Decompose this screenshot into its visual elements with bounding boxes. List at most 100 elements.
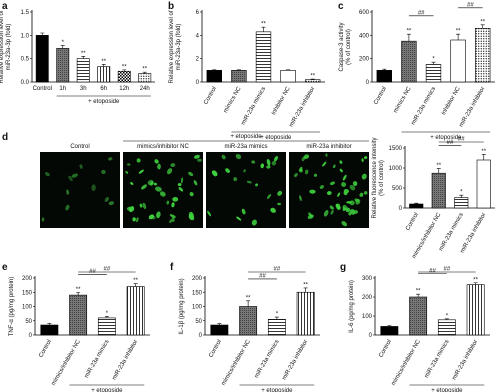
bracket-label: ## — [467, 2, 474, 8]
y-tick-label: 0 — [399, 206, 403, 212]
error-bar — [406, 33, 411, 42]
cell — [193, 180, 198, 186]
error-bar — [122, 69, 127, 72]
cell — [274, 156, 278, 162]
significance-label: * — [460, 190, 463, 196]
cell — [188, 211, 194, 219]
y-tick-label: 0 — [29, 333, 33, 339]
group-label: + etoposide — [430, 135, 462, 141]
significance-label: * — [432, 57, 435, 63]
y-tick-label: 6 — [196, 10, 200, 16]
cell — [335, 203, 340, 208]
error-bar — [480, 24, 485, 29]
cell — [156, 211, 161, 219]
cell — [153, 182, 157, 186]
bar — [126, 286, 145, 336]
cell — [155, 186, 162, 192]
x-tick-label: mimics NC — [393, 85, 413, 114]
cell — [148, 214, 154, 220]
y-axis-label: Relative expression level of — [0, 10, 5, 83]
cell — [241, 208, 246, 215]
x-tick-label: mimics/inhibitor NC — [391, 338, 422, 386]
bar — [305, 79, 321, 83]
x-tick-label: mimics NC — [223, 85, 243, 114]
bar — [138, 73, 152, 83]
cell — [361, 173, 367, 180]
y-tick-label: 100 — [362, 314, 373, 320]
error-bar — [274, 316, 279, 320]
cell — [339, 160, 343, 164]
cell — [197, 158, 202, 162]
bar — [69, 294, 88, 336]
cell — [301, 156, 306, 162]
y-tick-label: 0 — [369, 333, 373, 339]
error-bar — [60, 45, 65, 49]
cell — [125, 171, 129, 174]
bar — [437, 319, 456, 336]
error-bar — [217, 323, 222, 326]
bar — [380, 326, 399, 336]
cell — [108, 157, 113, 161]
x-tick-label: miR-23a mimics — [84, 339, 111, 379]
cell — [79, 164, 83, 169]
cell — [361, 158, 364, 162]
cell — [329, 181, 336, 186]
cell — [349, 185, 356, 191]
bar — [56, 48, 70, 83]
significance-label: ** — [416, 289, 421, 295]
cell — [166, 200, 170, 205]
y-axis-label: (% of control) — [379, 160, 385, 196]
cell — [309, 189, 316, 194]
x-tick-label: miR-23a mimics — [438, 212, 465, 252]
cell — [349, 209, 356, 215]
group-label: + etoposide — [230, 134, 262, 140]
micrograph-label: mimics/inhibitor NC — [137, 144, 189, 150]
cell — [277, 190, 283, 196]
x-tick-label: miR-23a inhibitor — [451, 339, 479, 381]
x-tick-label: 6h — [100, 86, 107, 92]
cell — [339, 168, 343, 173]
x-tick-label: Control — [33, 86, 52, 92]
y-axis-label: Relative expression level of — [169, 10, 175, 83]
bar — [401, 40, 417, 83]
panel-letter: e — [2, 262, 8, 273]
y-tick-label: 300 — [362, 276, 373, 282]
significance-label: * — [446, 313, 449, 319]
panel-letter: a — [2, 1, 8, 12]
cell — [298, 168, 303, 173]
cell — [169, 219, 173, 223]
cell — [270, 207, 276, 213]
cell — [128, 206, 135, 213]
bar — [466, 284, 485, 336]
bracket-label: ## — [444, 267, 451, 273]
y-tick-label: 50 — [195, 319, 202, 325]
error-bar — [414, 202, 419, 204]
cell — [277, 202, 281, 206]
x-tick-label: miR-23a mimics — [241, 86, 268, 126]
cell — [211, 170, 218, 177]
y-tick-label: 1000 — [389, 166, 403, 172]
cell — [188, 171, 194, 177]
cell — [343, 188, 350, 194]
cell — [127, 163, 131, 166]
cell — [266, 159, 271, 166]
cell — [266, 165, 271, 169]
error-bar — [382, 68, 387, 71]
x-tick-label: Control — [373, 86, 388, 106]
cell — [41, 217, 45, 222]
bar — [476, 159, 491, 209]
bar — [454, 197, 469, 209]
cell — [154, 159, 159, 164]
bracket-label: ## — [274, 267, 281, 273]
cell — [157, 163, 161, 170]
significance-label: ** — [303, 282, 308, 288]
cell — [136, 158, 141, 163]
cell — [325, 153, 328, 157]
error-bar — [133, 283, 138, 287]
cell — [260, 163, 265, 169]
panel-letter: c — [338, 1, 344, 12]
y-tick-label: 600 — [359, 10, 370, 16]
y-tick-label: 100 — [22, 305, 33, 311]
panel-letter: g — [340, 262, 346, 273]
y-axis-label: Caspase-3 activity — [339, 22, 345, 71]
